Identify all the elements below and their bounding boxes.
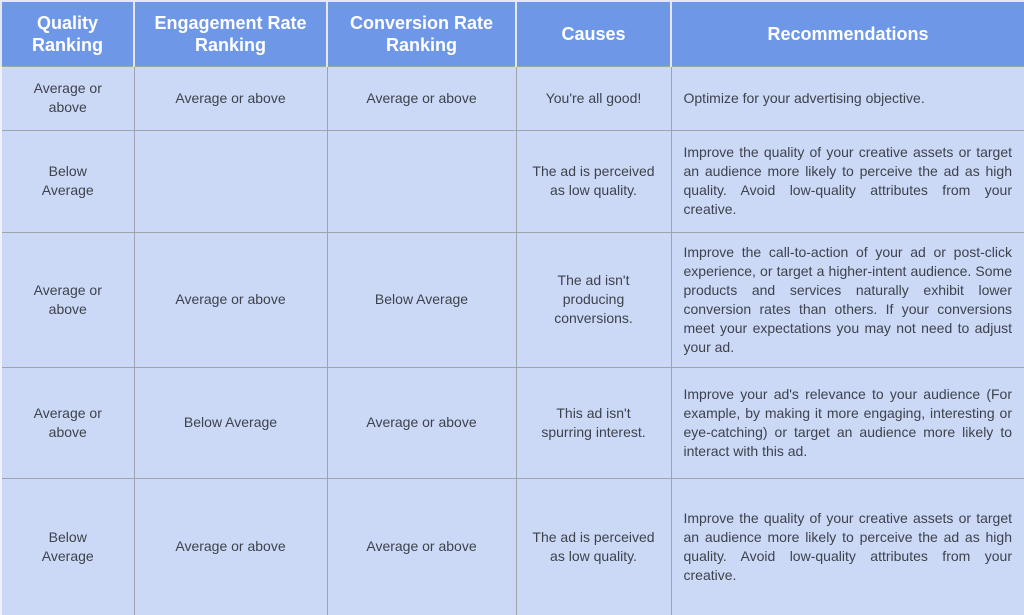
conversion-ranking-cell: Average or above [326, 366, 517, 479]
conversion-ranking-cell [326, 129, 517, 233]
quality-ranking-cell: Average or above [0, 231, 135, 368]
engagement-ranking-cell: Average or above [133, 65, 328, 131]
table-row: Average or above Average or above Below … [0, 231, 1024, 368]
conversion-ranking-cell: Average or above [326, 65, 517, 131]
recommendation-cell: Improve your ad's relevance to your audi… [670, 366, 1024, 479]
column-header-conversion-rate-ranking: Conversion Rate Ranking [326, 0, 517, 67]
cause-cell: The ad is perceived as low quality. [515, 129, 672, 233]
column-header-engagement-rate-ranking: Engagement Rate Ranking [133, 0, 328, 67]
table-header-row: Quality Ranking Engagement Rate Ranking … [0, 0, 1024, 67]
table-row: Average or above Below Average Average o… [0, 366, 1024, 479]
quality-ranking-cell: Average or above [0, 366, 135, 479]
column-header-quality-ranking: Quality Ranking [0, 0, 135, 67]
column-header-recommendations: Recommendations [670, 0, 1024, 67]
cause-cell: You're all good! [515, 65, 672, 131]
cause-cell: The ad is perceived as low quality. [515, 477, 672, 615]
table-row: Average or above Average or above Averag… [0, 65, 1024, 131]
engagement-ranking-cell [133, 129, 328, 233]
quality-ranking-cell: Below Average [0, 477, 135, 615]
recommendation-cell: Improve the quality of your creative ass… [670, 477, 1024, 615]
cause-cell: This ad isn't spurring interest. [515, 366, 672, 479]
quality-ranking-cell: Average or above [0, 65, 135, 131]
recommendation-cell: Improve the call-to-action of your ad or… [670, 231, 1024, 368]
conversion-ranking-cell: Below Average [326, 231, 517, 368]
table-row: Below Average The ad is perceived as low… [0, 129, 1024, 233]
column-header-causes: Causes [515, 0, 672, 67]
recommendation-cell: Improve the quality of your creative ass… [670, 129, 1024, 233]
engagement-ranking-cell: Average or above [133, 231, 328, 368]
table-row: Below Average Average or above Average o… [0, 477, 1024, 615]
conversion-ranking-cell: Average or above [326, 477, 517, 615]
engagement-ranking-cell: Below Average [133, 366, 328, 479]
cause-cell: The ad isn't producing conversions. [515, 231, 672, 368]
quality-ranking-cell: Below Average [0, 129, 135, 233]
engagement-ranking-cell: Average or above [133, 477, 328, 615]
recommendation-cell: Optimize for your advertising objective. [670, 65, 1024, 131]
